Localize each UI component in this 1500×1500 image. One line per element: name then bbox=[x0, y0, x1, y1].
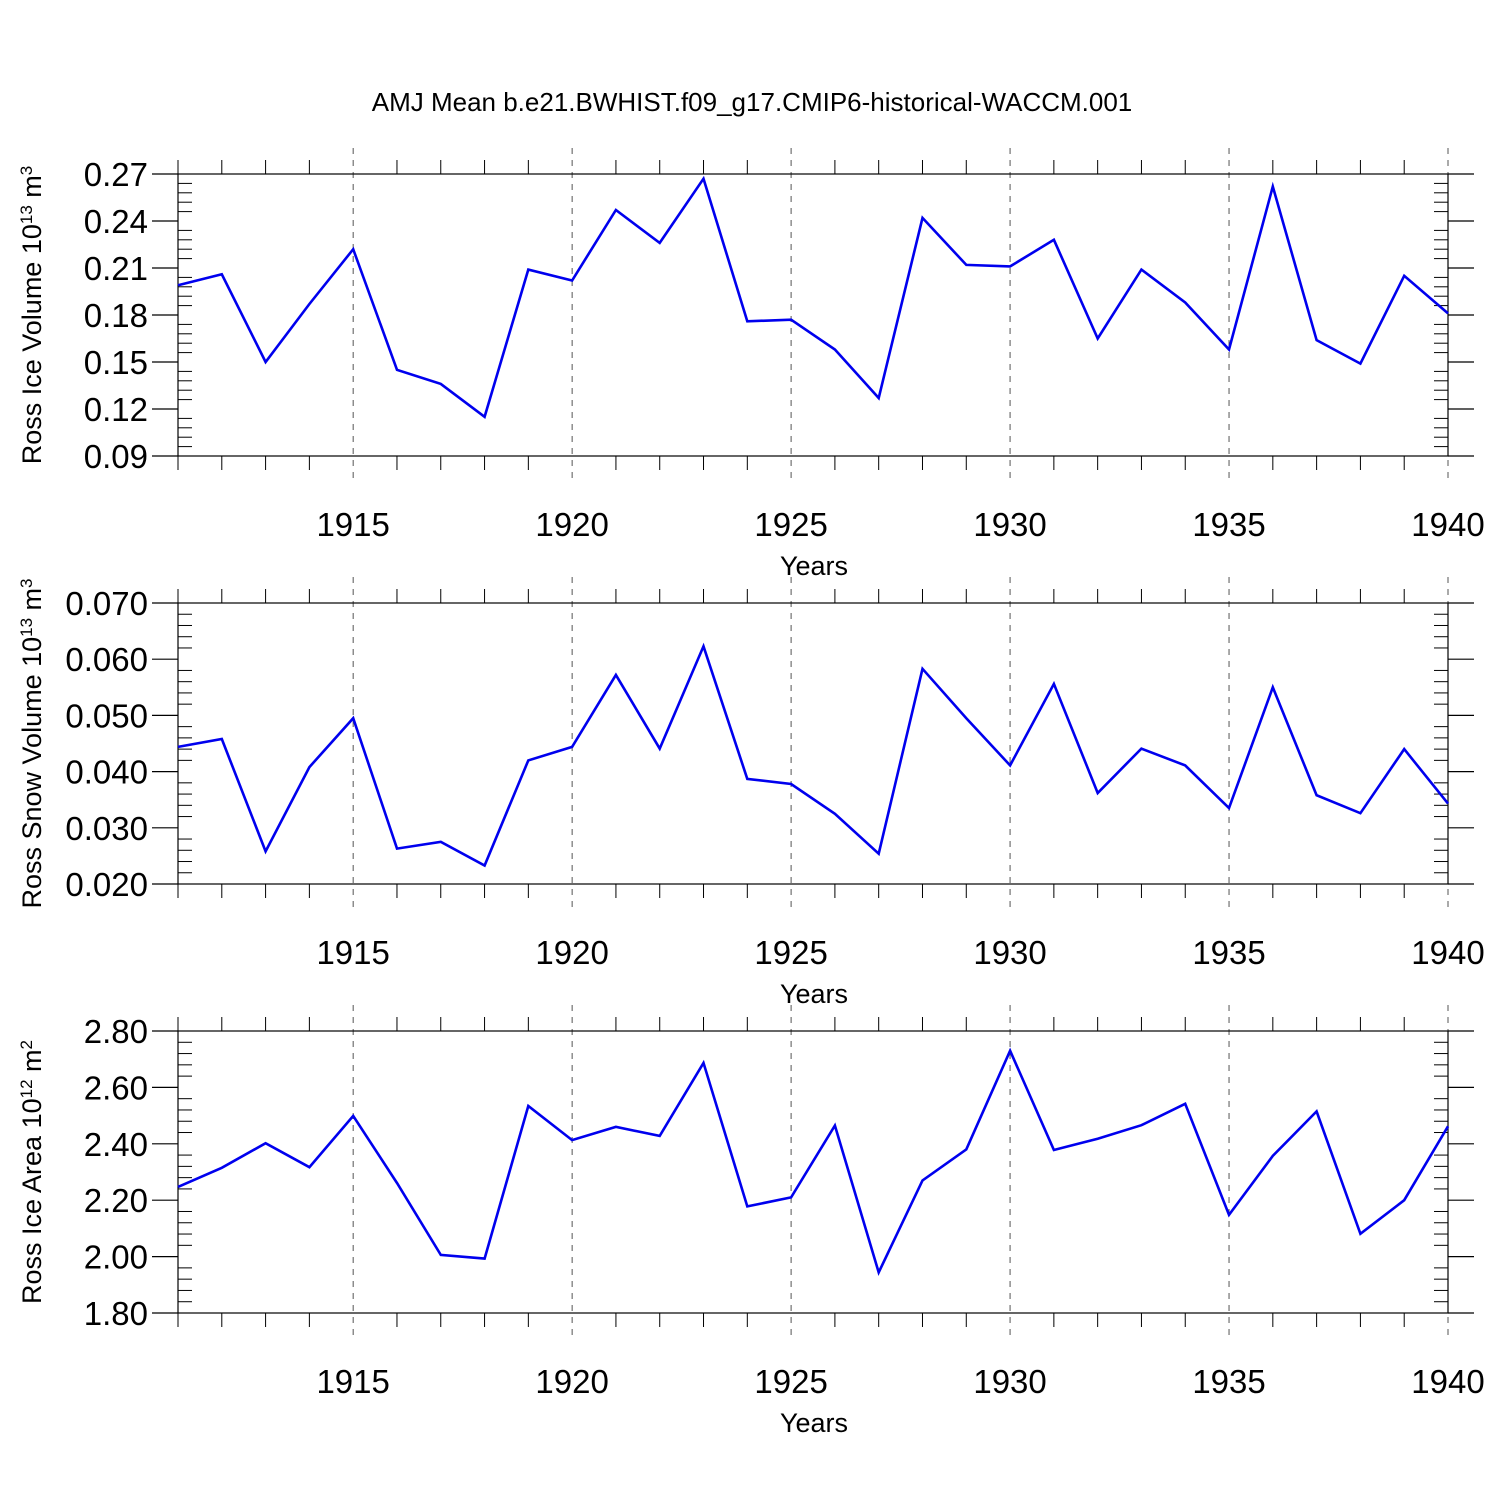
x-tick-label: 1935 bbox=[1192, 934, 1265, 971]
y-axis-title-part: Ross Ice Area 10 bbox=[17, 1098, 47, 1304]
x-tick-label: 1940 bbox=[1411, 934, 1484, 971]
series-line bbox=[177, 642, 1450, 868]
x-tick-label: 1935 bbox=[1192, 506, 1265, 543]
y-tick-label: 0.070 bbox=[65, 585, 148, 622]
y-axis-title-superscript: 3 bbox=[17, 166, 36, 175]
chart-panel-1: 0.09 0.12 0.15 0.18 0.21 0.24 0.27 1915 1920 1925… bbox=[17, 148, 1485, 581]
y-tick-label: 2.40 bbox=[84, 1126, 148, 1163]
x-tick-label: 1925 bbox=[754, 1363, 827, 1400]
y-tick-label: 2.20 bbox=[84, 1182, 148, 1219]
chart-panel-3: 1.80 2.00 2.20 2.40 2.60 2.80 1915 1920 1925 1930… bbox=[17, 1005, 1485, 1438]
figure-title: AMJ Mean b.e21.BWHIST.f09_g17.CMIP6-hist… bbox=[372, 87, 1133, 117]
x-tick-label: 1915 bbox=[316, 506, 389, 543]
x-tick-label: 1920 bbox=[535, 934, 608, 971]
y-tick-label: 0.030 bbox=[65, 810, 148, 847]
y-axis-title-superscript: 12 bbox=[17, 1079, 36, 1098]
y-axis-title-superscript: 13 bbox=[17, 205, 36, 224]
x-tick-label: 1930 bbox=[973, 506, 1046, 543]
x-tick-label: 1940 bbox=[1411, 506, 1484, 543]
y-axis-title-superscript: 3 bbox=[17, 578, 36, 587]
y-tick-label: 0.27 bbox=[84, 156, 148, 193]
x-tick-label: 1935 bbox=[1192, 1363, 1265, 1400]
y-tick-label: 1.80 bbox=[84, 1295, 148, 1332]
y-tick-label: 0.18 bbox=[84, 297, 148, 334]
y-axis-title-part: m bbox=[17, 588, 47, 618]
x-tick-label: 1925 bbox=[754, 934, 827, 971]
y-axis-title-part: Ross Snow Volume 10 bbox=[17, 637, 47, 909]
x-tick-label: 1915 bbox=[316, 934, 389, 971]
y-axis-title: Ross Snow Volume 1013 m3 bbox=[17, 578, 48, 908]
x-tick-label: 1940 bbox=[1411, 1363, 1484, 1400]
y-tick-label: 0.21 bbox=[84, 250, 148, 287]
y-tick-label: 0.060 bbox=[65, 641, 148, 678]
y-axis-title-superscript: 2 bbox=[17, 1040, 36, 1049]
series-line bbox=[177, 175, 1449, 419]
plot-frame bbox=[177, 1030, 1449, 1314]
y-tick-label: 2.60 bbox=[84, 1069, 148, 1106]
y-tick-label: 0.15 bbox=[84, 344, 148, 381]
y-tick-label: 0.12 bbox=[84, 391, 148, 428]
y-tick-label: 0.050 bbox=[65, 697, 148, 734]
x-tick-label: 1925 bbox=[754, 506, 827, 543]
y-axis-title-part: m bbox=[17, 1049, 47, 1079]
x-tick-label: 1920 bbox=[535, 506, 608, 543]
y-tick-label: 0.020 bbox=[65, 866, 148, 903]
plot-frame bbox=[177, 173, 1449, 457]
y-tick-label: 0.09 bbox=[84, 438, 148, 475]
y-tick-label: 0.24 bbox=[84, 203, 148, 240]
x-tick-label: 1930 bbox=[973, 1363, 1046, 1400]
y-axis-title-superscript: 13 bbox=[17, 618, 36, 637]
y-axis-title: Ross Ice Area 1012 m2 bbox=[17, 1040, 48, 1304]
y-tick-label: 0.040 bbox=[65, 754, 148, 791]
x-tick-label: 1930 bbox=[973, 934, 1046, 971]
y-axis-title-part: Ross Ice Volume 10 bbox=[17, 224, 47, 464]
plot-frame bbox=[177, 602, 1449, 885]
y-tick-label: 2.80 bbox=[84, 1013, 148, 1050]
series-line bbox=[177, 1047, 1450, 1277]
x-tick-label: 1915 bbox=[316, 1363, 389, 1400]
y-tick-label: 2.00 bbox=[84, 1239, 148, 1276]
y-axis-title: Ross Ice Volume 1013 m3 bbox=[17, 166, 48, 465]
x-axis-title: Years bbox=[780, 1408, 848, 1438]
x-tick-label: 1920 bbox=[535, 1363, 608, 1400]
x-axis-title: Years bbox=[780, 551, 848, 581]
x-axis-title: Years bbox=[780, 979, 848, 1009]
chart-panel-2: 0.020 0.030 0.040 0.050 0.060 0.070 1915 1920 19… bbox=[17, 577, 1485, 1009]
y-axis-title-part: m bbox=[17, 175, 47, 205]
